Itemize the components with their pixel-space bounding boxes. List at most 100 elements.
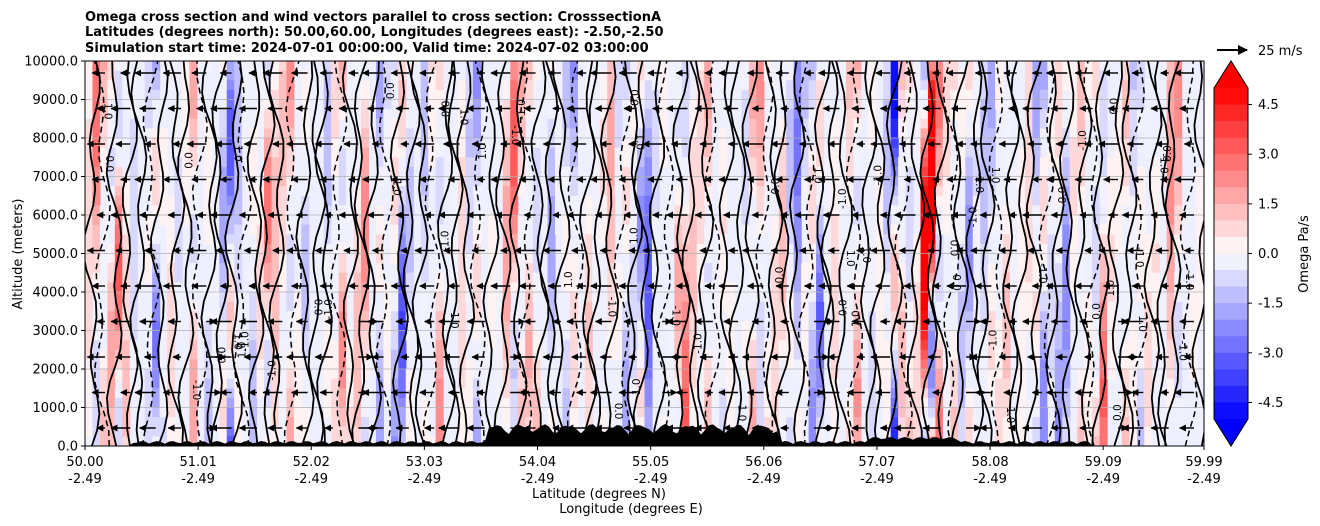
omega-cell [152,138,161,149]
omega-cell [987,147,996,158]
omega-cell [942,426,951,437]
omega-cell [816,282,825,293]
omega-cell [510,282,519,293]
omega-cell [957,224,966,235]
omega-cell [226,301,235,312]
omega-cell [129,234,138,245]
omega-cell [801,186,810,197]
omega-cell [786,243,795,255]
omega-cell [390,320,399,332]
omega-cell [219,205,228,216]
omega-cell [144,99,153,110]
omega-cell [1092,253,1101,264]
omega-cell [823,166,832,178]
omega-cell [823,234,832,245]
omega-cell [398,128,407,139]
omega-cell [831,426,840,437]
omega-cell [1054,61,1063,72]
omega-cell [1017,301,1026,312]
omega-cell [614,89,623,101]
omega-cell [264,330,273,341]
omega-cell [375,89,384,101]
omega-cell [905,272,914,283]
omega-cell [114,99,123,110]
omega-cell [651,205,661,216]
omega-cell [346,166,355,178]
omega-cell [458,330,467,341]
omega-cell [980,292,989,303]
omega-cell [950,426,959,437]
contour-label: 1.0 [812,167,824,184]
omega-cell [920,138,929,149]
omega-cell [823,282,832,293]
omega-cell [1039,378,1048,389]
omega-cell [666,340,675,351]
omega-cell [980,118,989,129]
omega-cell [435,186,444,197]
omega-cell [898,128,907,139]
omega-cell [278,89,288,101]
omega-cell [1024,407,1034,418]
omega-cell [972,166,981,178]
omega-cell [353,224,362,235]
omega-cell [1069,243,1078,255]
omega-cell [741,195,750,206]
omega-cell [1077,282,1086,293]
omega-cell [361,128,370,139]
contour-line [437,61,456,446]
omega-cell [1024,292,1034,303]
omega-cell [1039,205,1048,216]
omega-cell [152,378,161,389]
omega-cell [868,417,877,428]
omega-cell [405,282,414,293]
omega-cell [1107,224,1116,235]
omega-cell [674,157,683,168]
omega-cell [957,320,966,332]
omega-cell [554,80,564,91]
omega-cell [353,282,362,293]
omega-cell [719,301,728,312]
omega-cell [913,378,922,389]
omega-cell [569,407,578,418]
omega-cell [756,157,765,168]
omega-cell [868,292,877,303]
omega-cell [920,263,929,274]
omega-cell [1039,292,1048,303]
omega-cell [793,70,802,81]
omega-cell [323,388,332,399]
omega-cell [599,417,608,428]
contour-label: 1.0 [860,246,872,263]
omega-cell [1092,243,1101,255]
omega-cell [793,330,802,341]
omega-cell [913,397,922,409]
omega-cell [569,147,578,158]
omega-cell [562,340,571,351]
omega-cell [1077,109,1086,120]
omega-cell [174,292,183,303]
omega-cell [1166,272,1175,283]
omega-cell [107,417,116,428]
omega-cell [883,205,892,216]
omega-cell [607,118,616,129]
omega-cell [405,224,414,235]
omega-cell [1069,118,1078,129]
contour-line [1191,61,1204,446]
omega-cell [681,89,690,101]
omega-cell [420,301,429,312]
omega-cell [85,186,94,197]
contour-line [1059,61,1078,446]
omega-cell [405,436,414,446]
omega-cell [405,272,414,283]
omega-cell [741,349,750,360]
omega-cell [152,292,161,303]
omega-cell [92,359,101,370]
omega-cell [525,166,534,178]
omega-cell [927,205,937,216]
omega-cell [405,138,414,149]
omega-cell [1189,301,1198,312]
omega-cell [338,320,347,332]
omega-cell [219,378,228,389]
omega-cell [995,195,1004,206]
omega-cell [987,340,996,351]
quiver-key: 25 m/s [1217,44,1303,59]
